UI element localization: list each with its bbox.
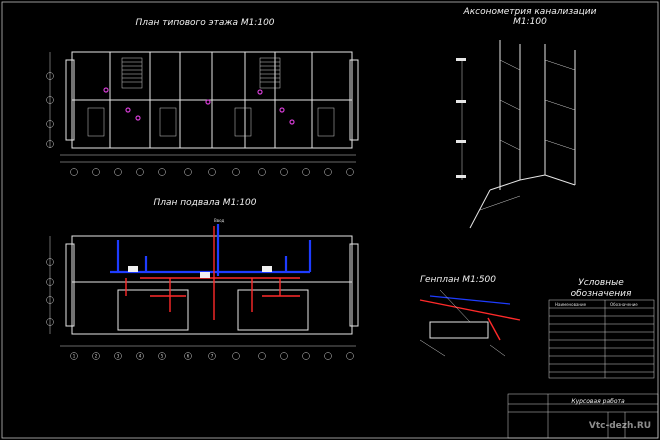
- watermark: Vtc-dezh.RU: [589, 421, 651, 431]
- basement-fixtures: [128, 266, 272, 278]
- svg-text:2: 2: [95, 354, 98, 359]
- svg-text:6: 6: [187, 354, 190, 359]
- legend-col-name: Наименование: [555, 302, 587, 307]
- axonometry-title-line2: М1:100: [513, 17, 547, 27]
- floor-axis-markers: [46, 72, 354, 176]
- axis-label-row: 1 2 3 4 5 6 7: [73, 354, 214, 359]
- sewer-axonometry: [456, 40, 576, 229]
- stair-left: [121, 57, 143, 89]
- water-supply-network: [110, 224, 312, 276]
- legend-title-line2: обозначения: [571, 289, 632, 299]
- svg-text:3: 3: [117, 354, 120, 359]
- site-plan-title: Генплан М1:500: [420, 275, 496, 285]
- site-plan: [419, 289, 521, 357]
- legend-title-line1: Условные: [578, 278, 624, 288]
- sewer-network: [125, 226, 300, 320]
- svg-text:4: 4: [139, 354, 142, 359]
- floor-risers: [103, 87, 295, 125]
- title-block-main: Курсовая работа: [571, 398, 625, 405]
- axonometry-title-line1: Аксонометрия канализации: [463, 7, 597, 17]
- basement-axis-markers: [46, 258, 354, 360]
- svg-text:7: 7: [211, 354, 214, 359]
- title-block: Курсовая работа: [507, 393, 659, 439]
- svg-text:1: 1: [73, 354, 76, 359]
- svg-text:5: 5: [161, 354, 164, 359]
- legend-col-symbol: Обозначение: [610, 302, 638, 307]
- basement-input-label: Ввод: [214, 218, 225, 223]
- stair-right: [259, 57, 281, 89]
- basement-plan-title: План подвала М1:100: [153, 198, 256, 208]
- typical-floor-plan-title: План типового этажа М1:100: [135, 18, 274, 28]
- typical-floor-plan: [49, 51, 359, 163]
- basement-plan: [49, 235, 359, 347]
- legend-table: Наименование Обозначение: [548, 299, 655, 379]
